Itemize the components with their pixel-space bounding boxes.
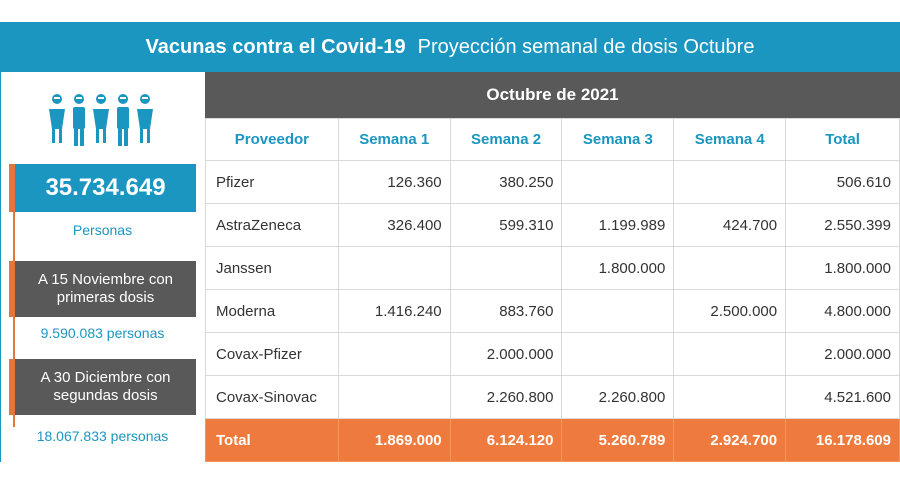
doses-table: Proveedor Semana 1 Semana 2 Semana 3 Sem…	[205, 118, 900, 462]
column-header: Semana 4	[673, 118, 787, 161]
page-subtitle: Proyección semanal de dosis Octubre	[417, 35, 755, 58]
left-panel: 35.734.649 Personas A 15 Noviembre con p…	[0, 72, 205, 462]
provider-cell: Pfizer	[205, 160, 339, 204]
table-cell: 326.400	[337, 203, 451, 247]
table-cell: 2.260.800	[449, 375, 563, 419]
provider-cell: Covax-Sinovac	[205, 375, 339, 419]
total-cell: 2.924.700	[673, 418, 787, 462]
column-header: Semana 1	[337, 118, 451, 161]
table-cell	[673, 160, 787, 204]
table-cell: 1.199.989	[561, 203, 675, 247]
table-cell: 1.800.000	[561, 246, 675, 290]
provider-cell: Moderna	[205, 289, 339, 333]
first-dose-box: A 15 Noviembre con primeras dosis	[9, 261, 196, 317]
table-cell: 4.800.000	[785, 289, 900, 333]
table-cell	[337, 246, 451, 290]
table-cell	[337, 375, 451, 419]
total-people-label: Personas	[72, 222, 133, 238]
table-row: Pfizer 126.360 380.250 506.610	[205, 160, 900, 204]
month-header: Octubre de 2021	[205, 72, 900, 118]
table-cell: 380.250	[449, 160, 563, 204]
table-row: Covax-Pfizer 2.000.000 2.000.000	[205, 332, 900, 376]
table-cell: 2.500.000	[673, 289, 787, 333]
table-header-row: Proveedor Semana 1 Semana 2 Semana 3 Sem…	[205, 118, 900, 161]
page-title: Vacunas contra el Covid-19	[145, 35, 406, 58]
total-cell: 16.178.609	[785, 418, 900, 462]
second-dose-label: A 30 Diciembre con segundas dosis	[40, 369, 171, 404]
table-row: Moderna 1.416.240 883.760 2.500.000 4.80…	[205, 289, 900, 333]
month-title: Octubre de 2021	[486, 85, 619, 104]
table-cell	[673, 375, 787, 419]
table-cell: 2.000.000	[449, 332, 563, 376]
provider-cell: Covax-Pfizer	[205, 332, 339, 376]
total-cell: 1.869.000	[337, 418, 451, 462]
column-header: Total	[785, 118, 900, 161]
doses-table-section: Octubre de 2021 Proveedor Semana 1 Seman…	[205, 72, 900, 462]
table-cell: 4.521.600	[785, 375, 900, 419]
total-cell: 5.260.789	[561, 418, 675, 462]
table-cell: 883.760	[449, 289, 563, 333]
column-header: Proveedor	[205, 118, 339, 161]
table-cell: 506.610	[785, 160, 900, 204]
table-row: Covax-Sinovac 2.260.800 2.260.800 4.521.…	[205, 375, 900, 419]
table-cell	[561, 289, 675, 333]
table-cell	[337, 332, 451, 376]
table-cell: 126.360	[337, 160, 451, 204]
column-header: Semana 3	[561, 118, 675, 161]
table-cell: 1.800.000	[785, 246, 900, 290]
column-header: Semana 2	[449, 118, 563, 161]
table-cell: 2.550.399	[785, 203, 900, 247]
table-cell: 2.000.000	[785, 332, 900, 376]
table-cell: 424.700	[673, 203, 787, 247]
people-group-icon	[45, 92, 165, 150]
first-dose-value: 9.590.083 personas	[40, 325, 165, 341]
total-people-value: 35.734.649	[45, 174, 166, 201]
total-label-cell: Total	[205, 418, 339, 462]
table-row: AstraZeneca 326.400 599.310 1.199.989 42…	[205, 203, 900, 247]
total-people-box: 35.734.649	[9, 164, 196, 212]
provider-cell: Janssen	[205, 246, 339, 290]
second-dose-value: 18.067.833 personas	[36, 428, 169, 444]
table-cell	[449, 246, 563, 290]
table-cell: 1.416.240	[337, 289, 451, 333]
total-cell: 6.124.120	[449, 418, 563, 462]
total-row: Total 1.869.000 6.124.120 5.260.789 2.92…	[205, 418, 900, 462]
second-dose-box: A 30 Diciembre con segundas dosis	[9, 359, 196, 415]
table-cell	[561, 160, 675, 204]
table-cell	[561, 332, 675, 376]
table-cell	[673, 332, 787, 376]
first-dose-label: A 15 Noviembre con primeras dosis	[37, 271, 174, 306]
table-cell: 2.260.800	[561, 375, 675, 419]
header-banner: Vacunas contra el Covid-19 Proyección se…	[0, 22, 900, 72]
table-cell	[673, 246, 787, 290]
table-row: Janssen 1.800.000 1.800.000	[205, 246, 900, 290]
table-cell: 599.310	[449, 203, 563, 247]
provider-cell: AstraZeneca	[205, 203, 339, 247]
